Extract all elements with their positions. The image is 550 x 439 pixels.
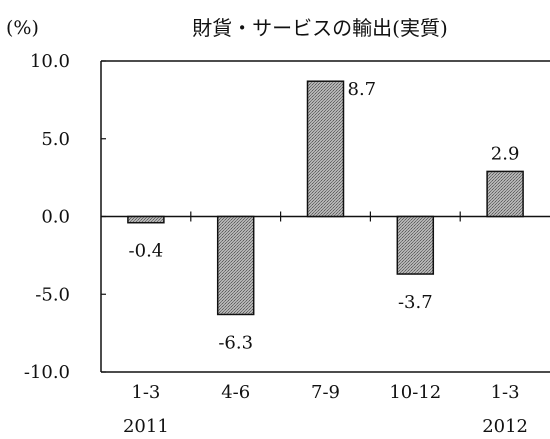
x-tick-label: 10-12 bbox=[389, 382, 441, 403]
x-axis-ticks: 1-3 2011 4-6 7-9 10-12 1-3 2012 bbox=[123, 211, 528, 437]
bars bbox=[127, 80, 524, 316]
chart-title: 財貨・サービスの輸出(実質) bbox=[192, 16, 448, 40]
bar-5 bbox=[486, 170, 524, 218]
bar-1 bbox=[127, 215, 165, 224]
data-label: 2.9 bbox=[491, 143, 520, 164]
x-tick-label: 7-9 bbox=[311, 382, 340, 403]
bar-2 bbox=[216, 215, 255, 316]
y-tick-label: -10.0 bbox=[24, 362, 70, 383]
data-label: -3.7 bbox=[398, 292, 433, 313]
x-tick-label: 1-3 bbox=[491, 382, 520, 403]
data-label: -6.3 bbox=[218, 332, 253, 353]
data-label: 8.7 bbox=[348, 79, 377, 100]
y-tick-label: 5.0 bbox=[41, 129, 70, 150]
data-label: -0.4 bbox=[129, 241, 164, 262]
y-tick-label: -5.0 bbox=[35, 284, 70, 305]
bar-3 bbox=[306, 80, 345, 218]
y-tick-label: 10.0 bbox=[30, 51, 70, 72]
x-year-label: 2012 bbox=[482, 416, 528, 437]
y-axis-ticks: 10.0 5.0 0.0 -5.0 -10.0 bbox=[24, 51, 106, 383]
bar-4 bbox=[396, 215, 435, 275]
y-tick-label: 0.0 bbox=[41, 207, 70, 228]
data-labels: -0.4 -6.3 8.7 -3.7 2.9 bbox=[129, 79, 520, 353]
y-unit-label: (%) bbox=[6, 17, 39, 39]
x-year-label: 2011 bbox=[123, 416, 169, 437]
x-tick-label: 1-3 bbox=[131, 382, 160, 403]
x-tick-label: 4-6 bbox=[221, 382, 250, 403]
